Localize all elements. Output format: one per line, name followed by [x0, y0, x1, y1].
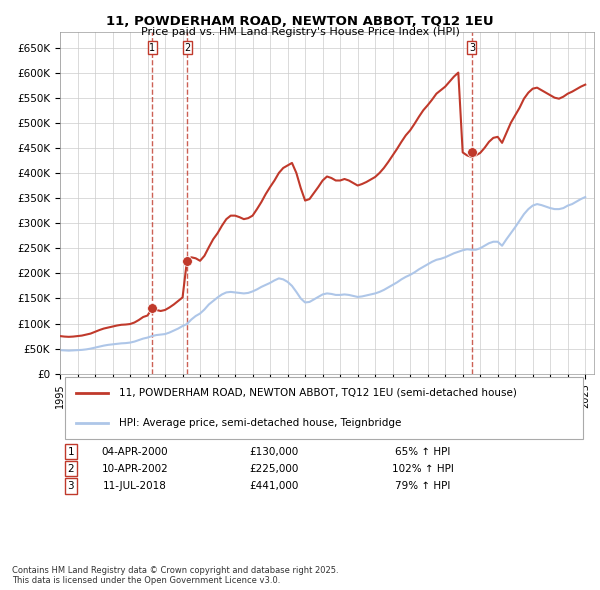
Text: £225,000: £225,000 — [249, 464, 298, 474]
Text: 11, POWDERHAM ROAD, NEWTON ABBOT, TQ12 1EU (semi-detached house): 11, POWDERHAM ROAD, NEWTON ABBOT, TQ12 1… — [119, 388, 517, 398]
Text: 1: 1 — [67, 447, 74, 457]
Text: 2: 2 — [67, 464, 74, 474]
Text: 79% ↑ HPI: 79% ↑ HPI — [395, 481, 451, 491]
Text: 04-APR-2000: 04-APR-2000 — [101, 447, 168, 457]
Text: £441,000: £441,000 — [249, 481, 298, 491]
Text: 1: 1 — [149, 42, 155, 53]
Text: Price paid vs. HM Land Registry's House Price Index (HPI): Price paid vs. HM Land Registry's House … — [140, 27, 460, 37]
Text: 3: 3 — [67, 481, 74, 491]
FancyBboxPatch shape — [65, 377, 583, 438]
Text: 11-JUL-2018: 11-JUL-2018 — [103, 481, 167, 491]
Text: 3: 3 — [469, 42, 475, 53]
Text: HPI: Average price, semi-detached house, Teignbridge: HPI: Average price, semi-detached house,… — [119, 418, 401, 428]
Text: 2: 2 — [184, 42, 191, 53]
Text: 11, POWDERHAM ROAD, NEWTON ABBOT, TQ12 1EU: 11, POWDERHAM ROAD, NEWTON ABBOT, TQ12 1… — [106, 15, 494, 28]
Text: Contains HM Land Registry data © Crown copyright and database right 2025.
This d: Contains HM Land Registry data © Crown c… — [12, 566, 338, 585]
Text: 102% ↑ HPI: 102% ↑ HPI — [392, 464, 454, 474]
Text: 10-APR-2002: 10-APR-2002 — [101, 464, 168, 474]
Text: 65% ↑ HPI: 65% ↑ HPI — [395, 447, 451, 457]
Text: £130,000: £130,000 — [249, 447, 298, 457]
